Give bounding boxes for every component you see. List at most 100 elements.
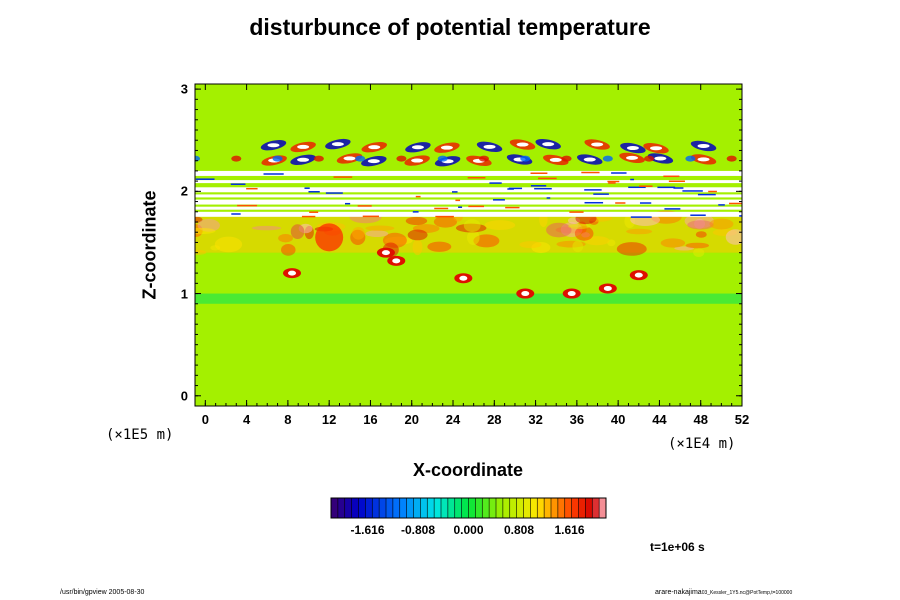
x-tick-label: 28 (487, 412, 502, 427)
stripe-detail (668, 180, 685, 183)
chart-title: disturbunce of potential temperature (249, 14, 651, 40)
colorbar-segment (537, 498, 545, 518)
wave-edge (355, 155, 366, 162)
colorbar-segment (585, 498, 593, 518)
stripe-detail (639, 185, 653, 187)
y-tick-label: 1 (180, 286, 188, 302)
colorbar-segment (399, 498, 408, 518)
colorbar-segment (461, 498, 469, 518)
warm-patch (412, 239, 423, 256)
warm-patch (725, 229, 742, 245)
colorbar-tick-label: 0.000 (453, 523, 484, 537)
stripe-detail (546, 197, 551, 199)
warm-patch (572, 240, 584, 253)
wave-core (516, 142, 529, 147)
stripe-detail (569, 211, 584, 213)
warm-blob-core (521, 291, 530, 297)
y-tick-label: 2 (180, 183, 188, 199)
wave-edge (520, 155, 531, 162)
colorbar-segment (475, 498, 483, 518)
stripe-detail (263, 173, 284, 175)
warm-patch (195, 249, 207, 255)
colorbar-segment (564, 498, 573, 518)
stripe-detail (615, 202, 626, 204)
stripe-detail (246, 187, 258, 190)
warm-patch (407, 229, 428, 241)
white-stripe (195, 170, 742, 176)
colorbar-segment (578, 498, 586, 518)
stripe-detail (584, 189, 602, 191)
warm-patch (687, 220, 714, 230)
wave-core (626, 146, 639, 151)
stripe-detail (357, 205, 372, 207)
colorbar-segment (413, 498, 421, 518)
stripe-detail (593, 193, 609, 195)
warm-patch (365, 230, 389, 238)
wave-edge (272, 155, 283, 162)
colorbar-segment (592, 498, 600, 518)
stripe-detail (630, 178, 635, 181)
wave-core (368, 145, 381, 150)
stripe-detail (304, 187, 310, 189)
stripe-detail (489, 182, 502, 184)
warm-blob-core (567, 291, 576, 297)
wave-core (591, 142, 604, 147)
stripe-detail (435, 215, 454, 218)
colorbar-segment (454, 498, 463, 518)
colorbar-segment (344, 498, 353, 518)
colorbar-segment (372, 498, 380, 518)
warm-patch (352, 226, 365, 240)
footer-author: arare-nakajima (655, 589, 702, 596)
warm-patch (405, 216, 428, 226)
warm-patch (660, 238, 686, 248)
colorbar-segment (599, 498, 607, 518)
colorbar-segment (551, 498, 559, 518)
colorbar-segment (427, 498, 435, 518)
stripe-detail (309, 211, 319, 213)
colorbar-segment (516, 498, 524, 518)
stripe-detail (534, 187, 552, 190)
x-tick-label: 8 (284, 412, 292, 427)
stripe-detail (608, 182, 616, 184)
stripe-detail (493, 199, 505, 201)
stripe-detail (452, 191, 458, 193)
colorbar-segment (331, 498, 339, 518)
footer-right: arare-nakajima03_Kessler_1Y5.nc@PotTemp,… (655, 589, 792, 596)
stripe-detail (630, 216, 652, 218)
stripe-detail (663, 175, 680, 178)
y-axis-unit: (×1E5 m) (106, 427, 174, 443)
stripe-detail (505, 206, 520, 209)
colorbar-segment (386, 498, 394, 518)
colorbar-segment (420, 498, 428, 518)
stripe-detail (673, 187, 684, 189)
colorbar-segment (509, 498, 518, 518)
time-label: t=1e+06 s (650, 540, 705, 554)
wave-edge (726, 155, 737, 162)
wave-core (549, 157, 562, 162)
colorbar-segment (482, 498, 490, 518)
warm-patch (365, 225, 395, 231)
colorbar-segment (530, 498, 538, 518)
y-tick-label: 0 (180, 388, 188, 404)
wave-edge (561, 155, 572, 162)
colorbar-segment (571, 498, 579, 518)
stripe-detail (195, 178, 215, 180)
colorbar-segment (392, 498, 401, 518)
wave-edge (644, 155, 655, 162)
warm-patch (519, 241, 542, 249)
colorbar-tick-label: -0.808 (400, 523, 436, 537)
warm-patch (466, 230, 480, 246)
stripe-detail (507, 188, 514, 190)
warm-blob-core (381, 250, 390, 256)
wave-core (697, 143, 710, 148)
stripe-detail (530, 185, 547, 187)
warm-patch (473, 234, 500, 248)
warm-patch (281, 243, 296, 256)
stripe-detail (657, 186, 676, 189)
colorbar-segment (379, 498, 387, 518)
warm-patch (685, 242, 710, 249)
white-stripe (195, 199, 742, 205)
wave-core (343, 156, 356, 161)
stripe-detail (231, 213, 241, 215)
colorbar-segment (523, 498, 531, 518)
